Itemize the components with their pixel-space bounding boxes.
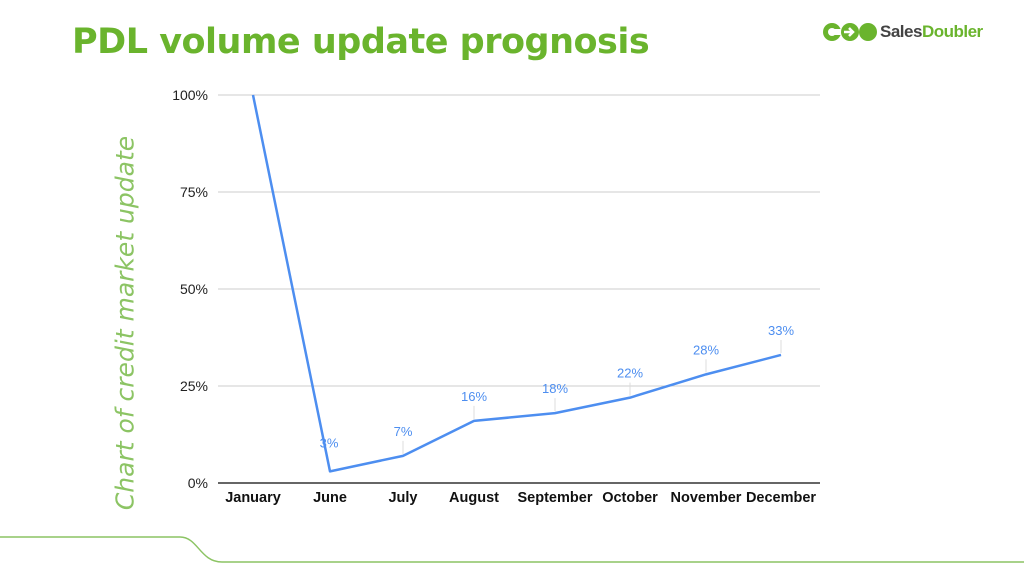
x-tick-label: October <box>602 490 658 506</box>
x-tick-label: November <box>671 490 742 506</box>
y-tick-label: 75% <box>180 184 208 200</box>
decorative-footer-line <box>0 536 1024 563</box>
logo-circles-icon <box>823 23 877 41</box>
x-tick-label: December <box>746 490 816 506</box>
data-label: 3% <box>320 435 339 450</box>
salesdoubler-logo: SalesDoubler <box>822 22 983 42</box>
x-tick-label: September <box>518 490 593 506</box>
logo-text-sales: Sales <box>880 22 922 41</box>
x-tick-label: July <box>388 490 417 506</box>
data-label: 16% <box>461 389 487 404</box>
x-tick-label: June <box>313 490 347 506</box>
data-line <box>251 94 782 473</box>
data-label: 18% <box>542 381 568 396</box>
data-label: 22% <box>617 366 643 381</box>
slide-title: PDL volume update prognosis <box>72 22 650 62</box>
y-tick-label: 0% <box>188 475 208 491</box>
y-tick-label: 25% <box>180 378 208 394</box>
x-tick-label: January <box>225 490 281 506</box>
x-tick-label: August <box>449 490 499 506</box>
data-label: 28% <box>693 342 719 357</box>
y-tick-label: 50% <box>180 281 208 297</box>
data-label: 33% <box>768 323 794 338</box>
logo-text-doubler: Doubler <box>921 22 983 41</box>
y-tick-label: 100% <box>172 87 208 103</box>
data-label: 7% <box>394 424 413 439</box>
